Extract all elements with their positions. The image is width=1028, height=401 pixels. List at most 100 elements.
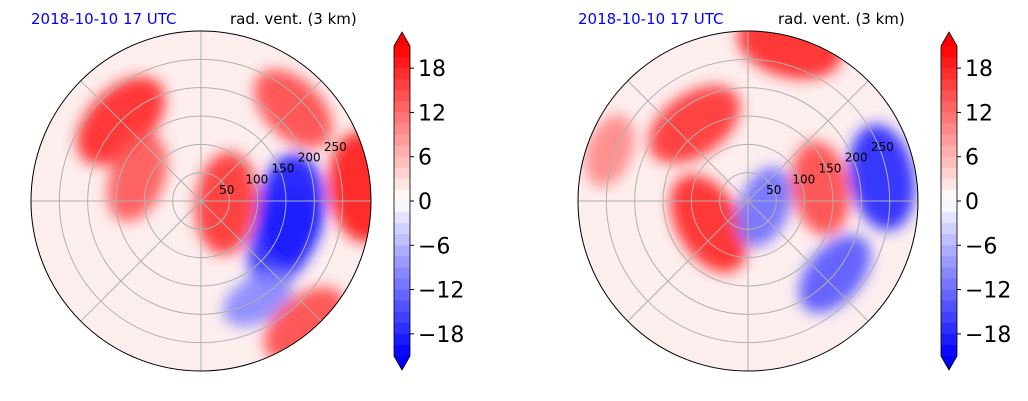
colorbar-tick-0: 0 (965, 190, 979, 215)
colorbar-level (394, 46, 410, 58)
colorbar-level (394, 90, 410, 102)
colorbar-level (941, 267, 957, 279)
field-feature-1 (107, 133, 168, 222)
colorbar-level (394, 300, 410, 313)
colorbar-tick-18: 18 (418, 57, 446, 82)
ring-label-200: 200 (298, 151, 321, 165)
colorbar-level (394, 311, 410, 324)
colorbar-level (394, 212, 410, 224)
colorbar-ticks-left: 18 12 6 0 −6 −12 −18 (418, 57, 464, 348)
polar-plot-left (30, 30, 372, 372)
ring-label-200: 200 (845, 151, 868, 165)
colorbar-level (394, 145, 410, 158)
field-feature-5 (848, 124, 915, 231)
colorbar-level (394, 267, 410, 279)
colorbar-level (941, 46, 957, 58)
colorbar-level (394, 223, 410, 235)
colorbar-level (394, 134, 410, 147)
colorbar-level (394, 112, 410, 124)
range-ring-labels-right: 50 100 150 200 250 (766, 140, 894, 197)
colorbar-level (941, 344, 957, 357)
field-feature-4 (791, 141, 850, 236)
time-label-right: 2018-10-10 17 UTC (578, 10, 724, 28)
colorbar-level (941, 189, 957, 202)
colorbar-level (941, 245, 957, 257)
colorbar-level (941, 333, 957, 346)
colorbar-level (941, 201, 957, 213)
range-ring-labels-left: 50 100 150 200 250 (219, 140, 347, 197)
colorbar-level (394, 344, 410, 357)
field-feature-3 (328, 131, 371, 243)
colorbar-right (940, 31, 961, 371)
colorbar-tick-minus18: −18 (965, 323, 1011, 348)
colorbar-tick-0: 0 (418, 190, 432, 215)
time-label-left: 2018-10-10 17 UTC (31, 10, 177, 28)
colorbar-level (941, 79, 957, 91)
colorbar-level (941, 278, 957, 291)
colorbar-level (394, 68, 410, 80)
colorbar-level (941, 289, 957, 302)
colorbar-tick-minus18: −18 (418, 323, 464, 348)
colorbar-tick-6: 6 (418, 146, 432, 171)
colorbar-level (394, 178, 410, 191)
colorbar-level (941, 167, 957, 180)
azimuth-line (80, 80, 202, 202)
colorbar-tick-minus6: −6 (418, 234, 450, 259)
colorbar-level (394, 189, 410, 202)
colorbar-level (394, 156, 410, 169)
colorbar-tick-minus12: −12 (418, 279, 464, 304)
colorbar-ticks-right: 18 12 6 0 −6 −12 −18 (965, 57, 1011, 348)
ring-label-50: 50 (766, 183, 781, 197)
colorbar-extend-min (941, 356, 957, 370)
colorbar-level (941, 256, 957, 268)
colorbar-level (394, 79, 410, 91)
azimuth-line (627, 80, 749, 202)
field-feature-7 (736, 166, 792, 247)
colorbar-level (394, 245, 410, 257)
ring-label-150: 150 (272, 161, 295, 175)
colorbar-outline (940, 31, 958, 371)
ring-label-50: 50 (219, 183, 234, 197)
colorbar-level (394, 167, 410, 180)
azimuth-line (200, 80, 322, 202)
colorbar-level (394, 234, 410, 246)
colorbar-level (941, 178, 957, 191)
variable-label-left: rad. vent. (3 km) (230, 10, 357, 28)
colorbar-level (941, 322, 957, 335)
colorbar-level (941, 234, 957, 246)
ring-label-150: 150 (819, 161, 842, 175)
colorbar-tick-minus12: −12 (965, 279, 1011, 304)
colorbar-level (941, 90, 957, 102)
plot-boundary (577, 30, 919, 372)
colorbar-level (394, 256, 410, 268)
colorbar-level (394, 101, 410, 113)
colorbar-extend-max (394, 32, 410, 46)
colorbar-left (393, 31, 414, 371)
colorbar-tick-12: 12 (965, 101, 993, 126)
colorbar-level (394, 123, 410, 136)
colorbar-level (941, 68, 957, 80)
colorbar-level (394, 201, 410, 213)
colorbar-extend-max (941, 32, 957, 46)
field-feature-3 (670, 174, 748, 273)
azimuth-line (80, 200, 202, 322)
ring-label-250: 250 (871, 140, 894, 154)
colorbar-level (941, 145, 957, 158)
colorbar-level (941, 134, 957, 147)
ring-label-100: 100 (245, 172, 268, 186)
colorbar-level (394, 57, 410, 69)
colorbar-outline (393, 31, 411, 371)
colorbar-level (941, 123, 957, 136)
azimuth-line (200, 200, 322, 322)
colorbar-tick-6: 6 (965, 146, 979, 171)
polar-plot-right (577, 30, 919, 372)
colorbar-level (394, 289, 410, 302)
field-feature-2 (648, 85, 741, 164)
colorbar-level (941, 300, 957, 313)
colorbar-level (941, 156, 957, 169)
colorbar-extend-min (394, 356, 410, 370)
azimuth-line (747, 200, 869, 322)
colorbar-level (941, 112, 957, 124)
polar-panel-left: 2018-10-10 17 UTC rad. vent. (3 km) 50 1… (30, 10, 464, 372)
